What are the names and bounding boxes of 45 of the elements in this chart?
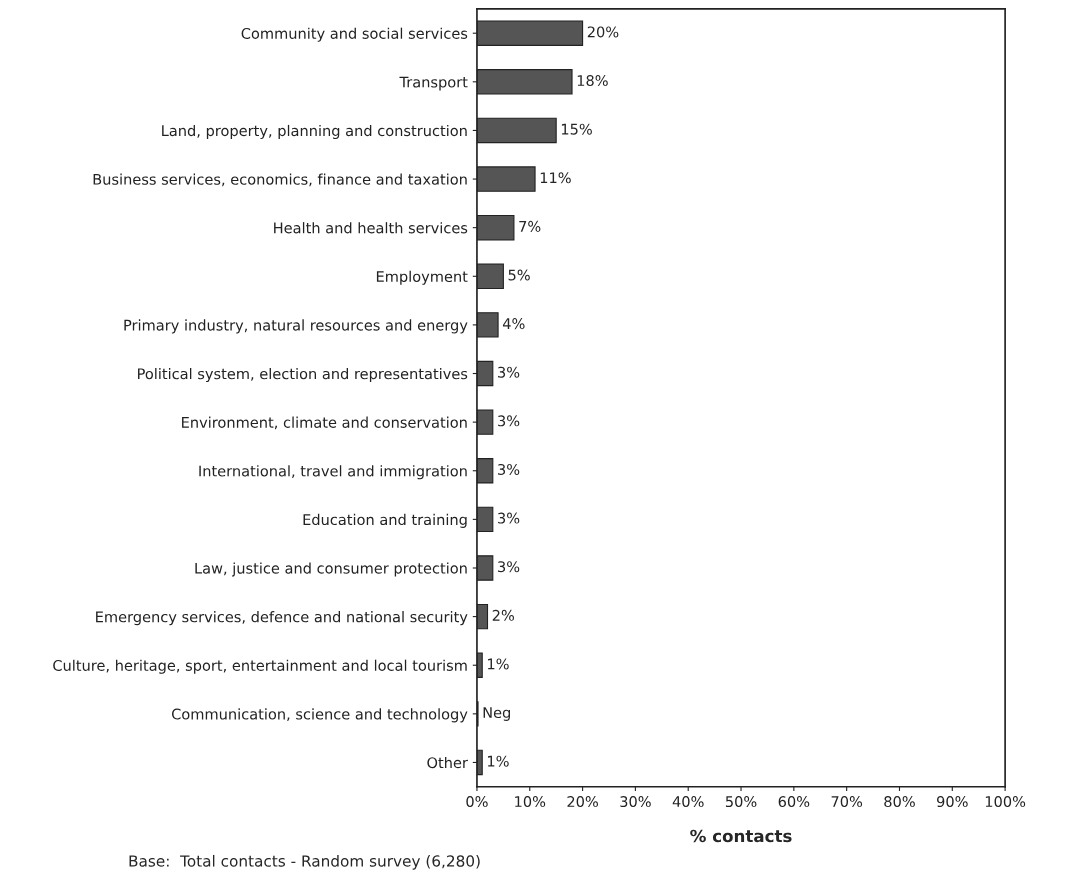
data-label: 3% [498, 366, 520, 378]
data-label: 4% [502, 318, 525, 330]
x-tick-label: 20% [567, 796, 598, 808]
x-tick-label: 70% [831, 796, 863, 808]
y-tick-label: Employment [376, 270, 468, 285]
y-tick-label: International, travel and immigration [199, 465, 467, 480]
y-tick-label: Transport [399, 76, 468, 91]
y-tick-label: Environment, climate and conservation [182, 416, 467, 430]
y-tick-label: Communication, science and technology [171, 708, 468, 723]
x-tick-label: 0% [466, 796, 488, 808]
data-label: 3% [498, 415, 520, 427]
x-tick-label: 30% [620, 796, 651, 808]
data-label: 11% [540, 172, 571, 184]
y-tick-label: Other [427, 756, 468, 769]
text: Base: Total contacts - Random survey (6,280) [129, 854, 480, 870]
data-label: Neg [483, 707, 510, 721]
y-tick-label: Land, property, planning and construction [162, 124, 467, 140]
y-tick-label: Education and training [303, 513, 467, 528]
y-tick-label: Political system, election and representatives [138, 367, 468, 383]
data-label: 18% [577, 75, 608, 87]
y-tick-label: Community and social services [241, 27, 468, 42]
data-label: 20% [587, 26, 619, 38]
y-tick-label: Health and health services [274, 222, 468, 234]
x-tick-label: 90% [937, 796, 968, 808]
x-tick-label: 100% [985, 796, 1026, 808]
data-label: 7% [519, 220, 541, 232]
y-tick-label: Law, justice and consumer protection [195, 562, 467, 577]
data-label: 3% [498, 512, 520, 524]
y-tick-label: Business services, economics, finance and taxation [93, 173, 467, 187]
x-tick-label: 80% [884, 796, 915, 808]
data-label: 2% [492, 609, 515, 621]
x-tick-label: 10% [515, 796, 546, 808]
y-tick-label: Emergency services, defence and national security [96, 611, 468, 626]
data-label: 3% [498, 463, 520, 475]
x-tick-label: 40% [672, 796, 704, 808]
data-label: 1% [488, 658, 509, 670]
x-axis-title: % contacts [690, 829, 792, 843]
x-tick-label: 50% [725, 796, 757, 808]
y-tick-label: Culture, heritage, sport, entertainment and local tourism [53, 659, 467, 674]
data-label: 1% [488, 755, 509, 767]
y-tick-label: Primary industry, natural resources and energy [124, 319, 468, 334]
x-tick-label: 60% [778, 796, 810, 808]
data-label: 3% [498, 561, 520, 573]
data-label: 15% [561, 123, 592, 135]
data-label: 5% [508, 269, 530, 281]
